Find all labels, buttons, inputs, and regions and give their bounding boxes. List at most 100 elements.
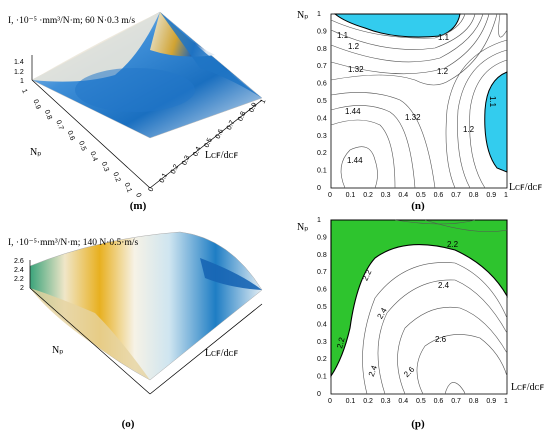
x-tick-label: 0.3 <box>381 398 391 405</box>
z-tick: 1.2 <box>14 69 24 76</box>
x-axis-label: Lᴄꜰ/dᴄꜰ <box>511 382 544 393</box>
y-axis-label: Nₚ <box>30 147 42 158</box>
contour-plot-p: 2.2 2.2 2.4 2.4 2.2 2.6 2.4 2.6 0 0.1 0.2 0… <box>297 217 544 405</box>
chart-title: I, ·10⁻⁵·mm³/N·m; 140 N·0.5·m/s <box>8 238 138 248</box>
z-tick: 2.2 <box>14 276 24 283</box>
panel-n: 1.1 1.1 1.2 1.32 1.2 1.44 1.32 1.2 1.1 1… <box>275 0 550 218</box>
y-axis-label: Nₚ <box>297 222 309 233</box>
y-tick-label: 0.3 <box>317 133 327 140</box>
x-tick-label: 0.9 <box>486 192 496 199</box>
x-tick-label: 0 <box>328 192 332 199</box>
y-tick-label: 0 <box>317 185 321 192</box>
panel-p: 2.2 2.2 2.4 2.4 2.2 2.6 2.4 2.6 0 0.1 0.2 0… <box>275 217 550 436</box>
panel-m: 1.4 1.2 1 1 0.9 0.8 0.7 0.6 0.5 0.4 0.3 0.2 0.1 0 … <box>0 0 275 218</box>
contour-label: 1.44 <box>345 107 361 116</box>
contour-label: 1.44 <box>347 156 363 165</box>
x-tick-label: 0.7 <box>451 192 461 199</box>
y-tick-label: 0.4 <box>89 151 99 163</box>
y-tick-label: 0.4 <box>317 115 327 122</box>
x-tick-label: 0.9 <box>248 102 259 114</box>
y-tick-label: 0 <box>134 192 142 198</box>
y-tick-label: 1 <box>20 88 28 94</box>
surface-plot-o: 2.6 2.4 2.2 2 I, ·10⁻⁵·mm³/N·m; 140 N·0.… <box>8 231 263 395</box>
x-axis-label: Lᴄꜰ/dᴄꜰ <box>205 348 238 359</box>
x-tick-label: 0.8 <box>237 111 248 123</box>
y-tick-label: 0.9 <box>317 28 327 35</box>
z-tick: 2 <box>20 285 24 292</box>
x-tick-label: 0.2 <box>363 192 373 199</box>
y-tick-label: 0.2 <box>317 150 327 157</box>
x-tick-label: 1 <box>504 192 508 199</box>
z-tick: 1.4 <box>14 59 24 66</box>
x-tick-label: 0.2 <box>363 398 373 405</box>
surface-plot-m: 1.4 1.2 1 10.90.80.70.60.50.40.30.20.10 … <box>8 11 268 198</box>
y-tick-label: 0.5 <box>317 98 327 105</box>
x-tick-label: 0.5 <box>416 192 426 199</box>
contour-label: 1.32 <box>348 65 364 74</box>
y-tick-label: 0.7 <box>54 119 64 131</box>
x-tick-label: 0.3 <box>381 192 391 199</box>
x-tick-label: 0.1 <box>346 398 356 405</box>
contour-label: 2.4 <box>367 364 379 378</box>
z-tick: 2.6 <box>14 258 24 265</box>
y-tick-label: 0.6 <box>317 287 327 294</box>
contour-label: 1.2 <box>437 67 449 76</box>
x-tick-label: 0.7 <box>451 398 461 405</box>
y-tick-label: 0.1 <box>123 182 133 194</box>
y-tick-label: 0.5 <box>317 304 327 311</box>
x-tick-label: 0.4 <box>192 146 203 158</box>
y-tick-label: 0.7 <box>317 269 327 276</box>
chart-title: I, ·10⁻⁵ ·mm³/N·m; 60 N·0.3 m/s <box>8 16 135 26</box>
y-tick-label: 0.9 <box>32 99 42 111</box>
y-tick-label: 0.3 <box>100 161 110 173</box>
x-tick-label: 0.5 <box>203 137 214 149</box>
y-axis-label: Nₚ <box>297 10 309 21</box>
x-tick-label: 1 <box>504 398 508 405</box>
contour-label: 1.1 <box>488 96 497 108</box>
y-tick-label: 0.9 <box>317 234 327 241</box>
contour-label: 2.2 <box>335 336 347 350</box>
contour-label: 2.4 <box>438 281 450 290</box>
contour-plot-n: 1.1 1.1 1.2 1.32 1.2 1.44 1.32 1.2 1.1 1… <box>297 10 542 199</box>
y-tick-label: 0.8 <box>317 46 327 53</box>
x-tick-label: 0 <box>328 398 332 405</box>
panel-caption: (m) <box>129 200 147 212</box>
contour-label: 1.1 <box>438 33 450 42</box>
contour-label: 1.2 <box>348 42 360 51</box>
panel-caption: (o) <box>121 418 135 430</box>
panel-caption: (p) <box>411 418 425 430</box>
y-tick-label: 0.6 <box>317 81 327 88</box>
contour-label: 1.1 <box>337 31 349 40</box>
x-tick-label: 0.3 <box>181 155 192 167</box>
y-tick-label: 0.2 <box>317 356 327 363</box>
y-tick-label: 0.6 <box>66 130 76 142</box>
z-tick: 2.4 <box>14 267 24 274</box>
y-axis-label: Nₚ <box>52 345 64 356</box>
contour-label: 1.2 <box>463 125 475 134</box>
x-tick-label: 0.7 <box>226 119 237 131</box>
z-tick: 1 <box>20 78 24 85</box>
panel-caption: (n) <box>411 200 425 212</box>
y-tick-label: 0.7 <box>317 63 327 70</box>
y-tick-label: 0.1 <box>317 374 327 381</box>
contour-label: 2.2 <box>361 268 374 282</box>
x-tick-label: 0.5 <box>416 398 426 405</box>
panel-o: 2.6 2.4 2.2 2 I, ·10⁻⁵·mm³/N·m; 140 N·0.… <box>0 218 275 436</box>
x-tick-label: 0.4 <box>398 192 408 199</box>
contour-label: 1.32 <box>405 113 421 122</box>
x-tick-label: 0.8 <box>469 192 479 199</box>
y-tick-label: 0 <box>317 391 321 398</box>
y-tick-label: 0.8 <box>43 109 53 121</box>
x-tick-label: 0.2 <box>170 163 181 175</box>
y-tick-label: 1 <box>317 11 321 18</box>
y-tick-label: 0.3 <box>317 339 327 346</box>
x-tick-label: 0.6 <box>434 398 444 405</box>
x-tick-label: 0.8 <box>469 398 479 405</box>
x-axis-label: Lᴄꜰ/dᴄꜰ <box>205 150 238 161</box>
x-tick-label: 0.6 <box>434 192 444 199</box>
x-tick-label: 0.1 <box>159 172 170 184</box>
x-tick-label: 0.9 <box>486 398 496 405</box>
x-tick-label: 0.6 <box>215 128 226 140</box>
y-tick-label: 0.8 <box>317 252 327 259</box>
y-tick-label: 0.2 <box>111 171 121 183</box>
